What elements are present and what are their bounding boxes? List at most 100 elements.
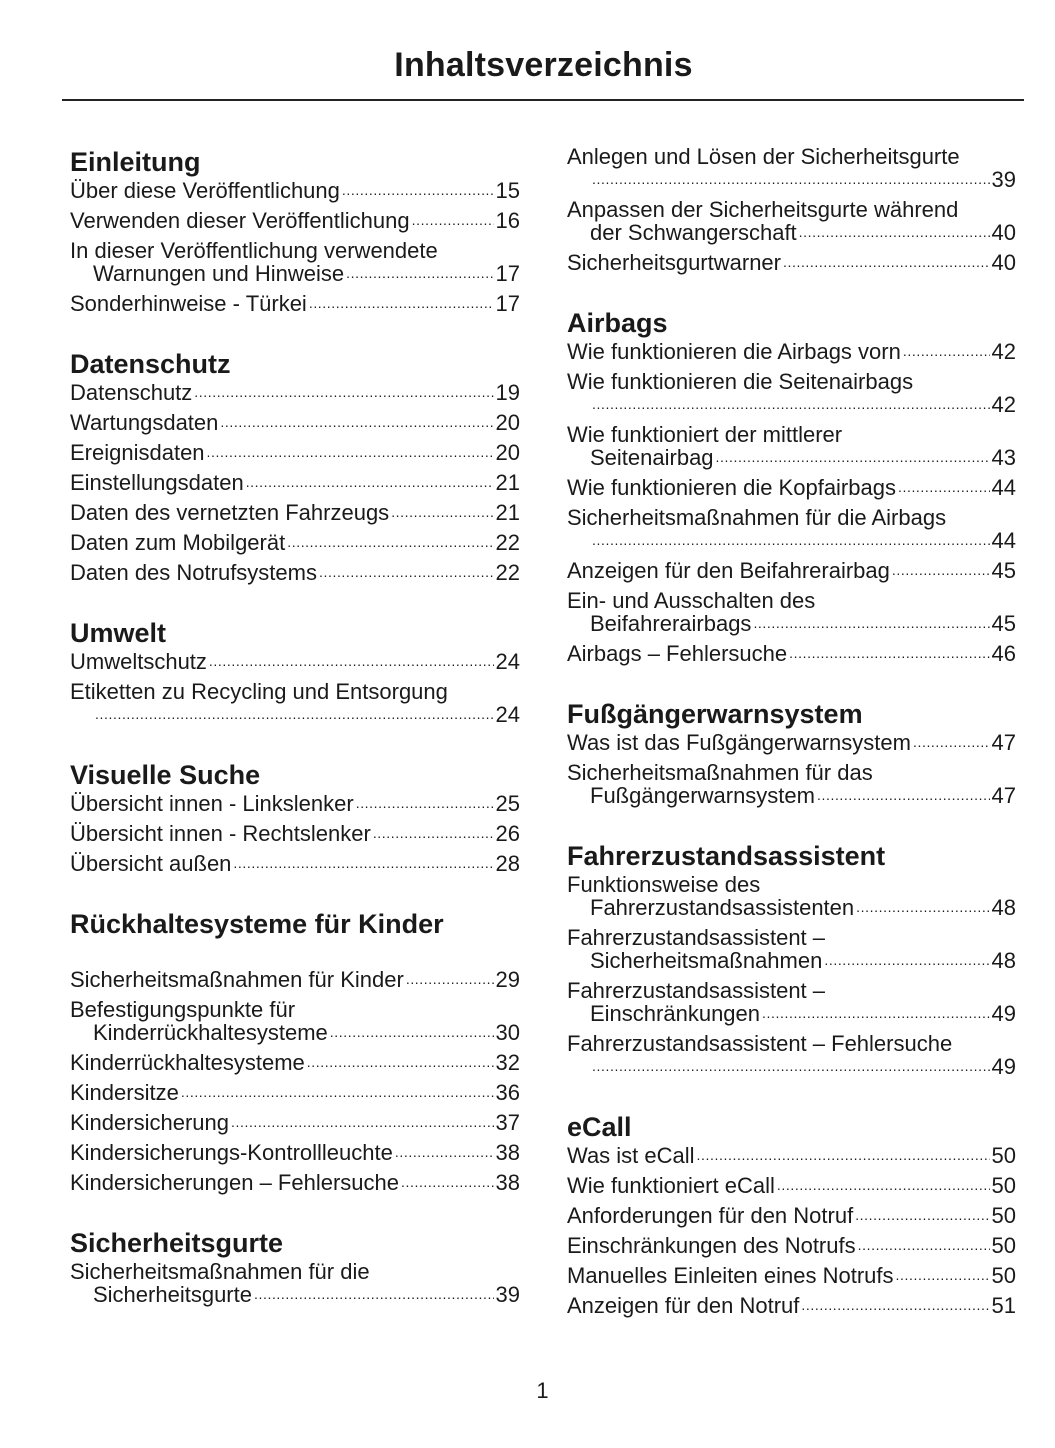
entry-page: 28: [495, 851, 520, 876]
toc-entry[interactable]: Wie funktionieren die Airbags vorn 42: [567, 340, 1016, 370]
entry-line: Anforderungen für den Notruf 50: [567, 1204, 1016, 1227]
entry-page: 36: [495, 1080, 520, 1105]
dot-leader: [194, 381, 493, 404]
toc-entry[interactable]: Manuelles Einleiten eines Notrufs 50: [567, 1264, 1016, 1294]
toc-entry[interactable]: Verwenden dieser Veröffentlichung 16: [70, 209, 520, 239]
toc-entry[interactable]: Airbags – Fehlersuche 46: [567, 642, 1016, 672]
toc-entry[interactable]: Kindersitze 36: [70, 1081, 520, 1111]
toc-entry[interactable]: Sicherheitsgurtwarner 40: [567, 251, 1016, 281]
dot-leader: [220, 411, 493, 434]
dot-leader: [856, 896, 989, 919]
toc-entry[interactable]: In dieser Veröffentlichung verwendete War…: [70, 239, 520, 292]
toc-entry[interactable]: Fahrerzustandsassistent – Einschränkungen…: [567, 979, 1016, 1032]
entry-title: Sicherheitsmaßnahmen für die Airbags: [567, 505, 947, 530]
toc-entry[interactable]: Übersicht innen - Rechtslenker 26: [70, 822, 520, 852]
entry-line: In dieser Veröffentlichung verwendete: [70, 239, 520, 262]
toc-entry[interactable]: Übersicht innen - Linkslenker 25: [70, 792, 520, 822]
toc-entry[interactable]: Anzeigen für den Beifahrerairbag 45: [567, 559, 1016, 589]
toc-entry[interactable]: Etiketten zu Recycling und Entsorgung 24: [70, 680, 520, 733]
entry-title: Was ist das Fußgängerwarnsystem: [567, 730, 911, 755]
toc-entry[interactable]: Fahrerzustandsassistent – Fehlersuche 49: [567, 1032, 1016, 1085]
toc-entry[interactable]: Sicherheitsmaßnahmen für Kinder 29: [70, 968, 520, 998]
dot-leader: [592, 1055, 990, 1078]
dot-leader: [592, 168, 990, 191]
entry-line: Fahrerzustandsassistent –: [567, 926, 1016, 949]
toc-entry[interactable]: Ereignisdaten 20: [70, 441, 520, 471]
toc-entry[interactable]: Sicherheitsmaßnahmen für die Sicherheitsg…: [70, 1260, 520, 1313]
entry-line-continued: 44: [567, 529, 1016, 552]
entry-page: 25: [495, 791, 520, 816]
entry-title-continued: Sicherheitsmaßnahmen: [590, 948, 823, 973]
entry-page: 17: [495, 291, 520, 316]
entry-title: Wie funktioniert eCall: [567, 1173, 775, 1198]
toc-entry[interactable]: Datenschutz 19: [70, 381, 520, 411]
entry-line: Funktionsweise des: [567, 873, 1016, 896]
toc-entry[interactable]: Befestigungspunkte für Kinderrückhaltesys…: [70, 998, 520, 1051]
toc-entry[interactable]: Wie funktioniert der mittlerer Seitenairb…: [567, 423, 1016, 476]
entry-page: 16: [495, 208, 520, 233]
entry-line: Manuelles Einleiten eines Notrufs 50: [567, 1264, 1016, 1287]
entry-page: 26: [495, 821, 520, 846]
toc-entry[interactable]: Funktionsweise des Fahrerzustandsassisten…: [567, 873, 1016, 926]
entry-line: Wartungsdaten 20: [70, 411, 520, 434]
toc-entry[interactable]: Fahrerzustandsassistent – Sicherheitsmaßn…: [567, 926, 1016, 979]
toc-entry[interactable]: Kinderrückhaltesysteme 32: [70, 1051, 520, 1081]
entry-line: Anpassen der Sicherheitsgurte während: [567, 198, 1016, 221]
toc-entry[interactable]: Anforderungen für den Notruf 50: [567, 1204, 1016, 1234]
entry-title: Sicherheitsmaßnahmen für das: [567, 760, 873, 785]
toc-entry[interactable]: Daten des Notrufsystems 22: [70, 561, 520, 591]
entry-page: 50: [991, 1143, 1016, 1168]
entry-page: 50: [991, 1263, 1016, 1288]
entry-line: Sicherheitsmaßnahmen für Kinder 29: [70, 968, 520, 991]
entry-line-continued: Warnungen und Hinweise 17: [70, 262, 520, 285]
entry-title: Kindersitze: [70, 1080, 179, 1105]
toc-entry[interactable]: Übersicht außen 28: [70, 852, 520, 882]
toc-entry[interactable]: Kindersicherungen – Fehlersuche 38: [70, 1171, 520, 1201]
toc-entry[interactable]: Anzeigen für den Notruf 51: [567, 1294, 1016, 1324]
dot-leader: [401, 1171, 494, 1194]
toc-entry[interactable]: Sicherheitsmaßnahmen für die Airbags 44: [567, 506, 1016, 559]
toc-entry[interactable]: Was ist das Fußgängerwarnsystem 47: [567, 731, 1016, 761]
entry-title: Wie funktionieren die Airbags vorn: [567, 339, 901, 364]
toc-entry[interactable]: Über diese Veröffentlichung 15: [70, 179, 520, 209]
entry-title: Einschränkungen des Notrufs: [567, 1233, 856, 1258]
toc-entry[interactable]: Anpassen der Sicherheitsgurte während der…: [567, 198, 1016, 251]
entry-line: Befestigungspunkte für: [70, 998, 520, 1021]
entry-line-continued: Sicherheitsgurte 39: [70, 1283, 520, 1306]
entry-title-continued: Warnungen und Hinweise: [93, 261, 345, 286]
toc-entry[interactable]: Wie funktioniert eCall 50: [567, 1174, 1016, 1204]
section-heading: Airbags: [567, 308, 668, 338]
entry-line-continued: Kinderrückhaltesysteme 30: [70, 1021, 520, 1044]
toc-entry[interactable]: Wie funktionieren die Kopfairbags 44: [567, 476, 1016, 506]
entry-title: Daten des Notrufsystems: [70, 560, 317, 585]
entry-line: Übersicht außen 28: [70, 852, 520, 875]
toc-entry[interactable]: Was ist eCall 50: [567, 1144, 1016, 1174]
toc-entry[interactable]: Einschränkungen des Notrufs 50: [567, 1234, 1016, 1264]
toc-entry[interactable]: Sonderhinweise - Türkei 17: [70, 292, 520, 322]
toc-entry[interactable]: Umweltschutz 24: [70, 650, 520, 680]
section-heading: eCall: [567, 1112, 632, 1142]
dot-leader: [254, 1283, 494, 1306]
dot-leader: [342, 179, 494, 202]
toc-entry[interactable]: Daten des vernetzten Fahrzeugs 21: [70, 501, 520, 531]
toc-entry[interactable]: Kindersicherungs-Kontrollleuchte 38: [70, 1141, 520, 1171]
entry-title: Wie funktionieren die Kopfairbags: [567, 475, 896, 500]
toc-entry[interactable]: Sicherheitsmaßnahmen für das Fußgängerwar…: [567, 761, 1016, 814]
entry-page: 47: [991, 730, 1016, 755]
toc-entry[interactable]: Wie funktionieren die Seitenairbags 42: [567, 370, 1016, 423]
entry-line: Wie funktioniert eCall 50: [567, 1174, 1016, 1197]
toc-entry[interactable]: Ein- und Ausschalten des Beifahrerairbags…: [567, 589, 1016, 642]
entry-line: Wie funktionieren die Seitenairbags: [567, 370, 1016, 393]
entry-line: Kindersicherungen – Fehlersuche 38: [70, 1171, 520, 1194]
entry-line-continued: Beifahrerairbags 45: [567, 612, 1016, 635]
toc-entry[interactable]: Einstellungsdaten 21: [70, 471, 520, 501]
title-divider: [62, 99, 1024, 101]
toc-section: Sicherheitsgurte Sicherheitsmaßnahmen für…: [70, 1227, 520, 1313]
dot-leader: [697, 1144, 990, 1167]
toc-entry[interactable]: Daten zum Mobilgerät 22: [70, 531, 520, 561]
toc-entry[interactable]: Wartungsdaten 20: [70, 411, 520, 441]
toc-entry[interactable]: Kindersicherung 37: [70, 1111, 520, 1141]
toc-entry[interactable]: Anlegen und Lösen der Sicherheitsgurte 39: [567, 145, 1016, 198]
